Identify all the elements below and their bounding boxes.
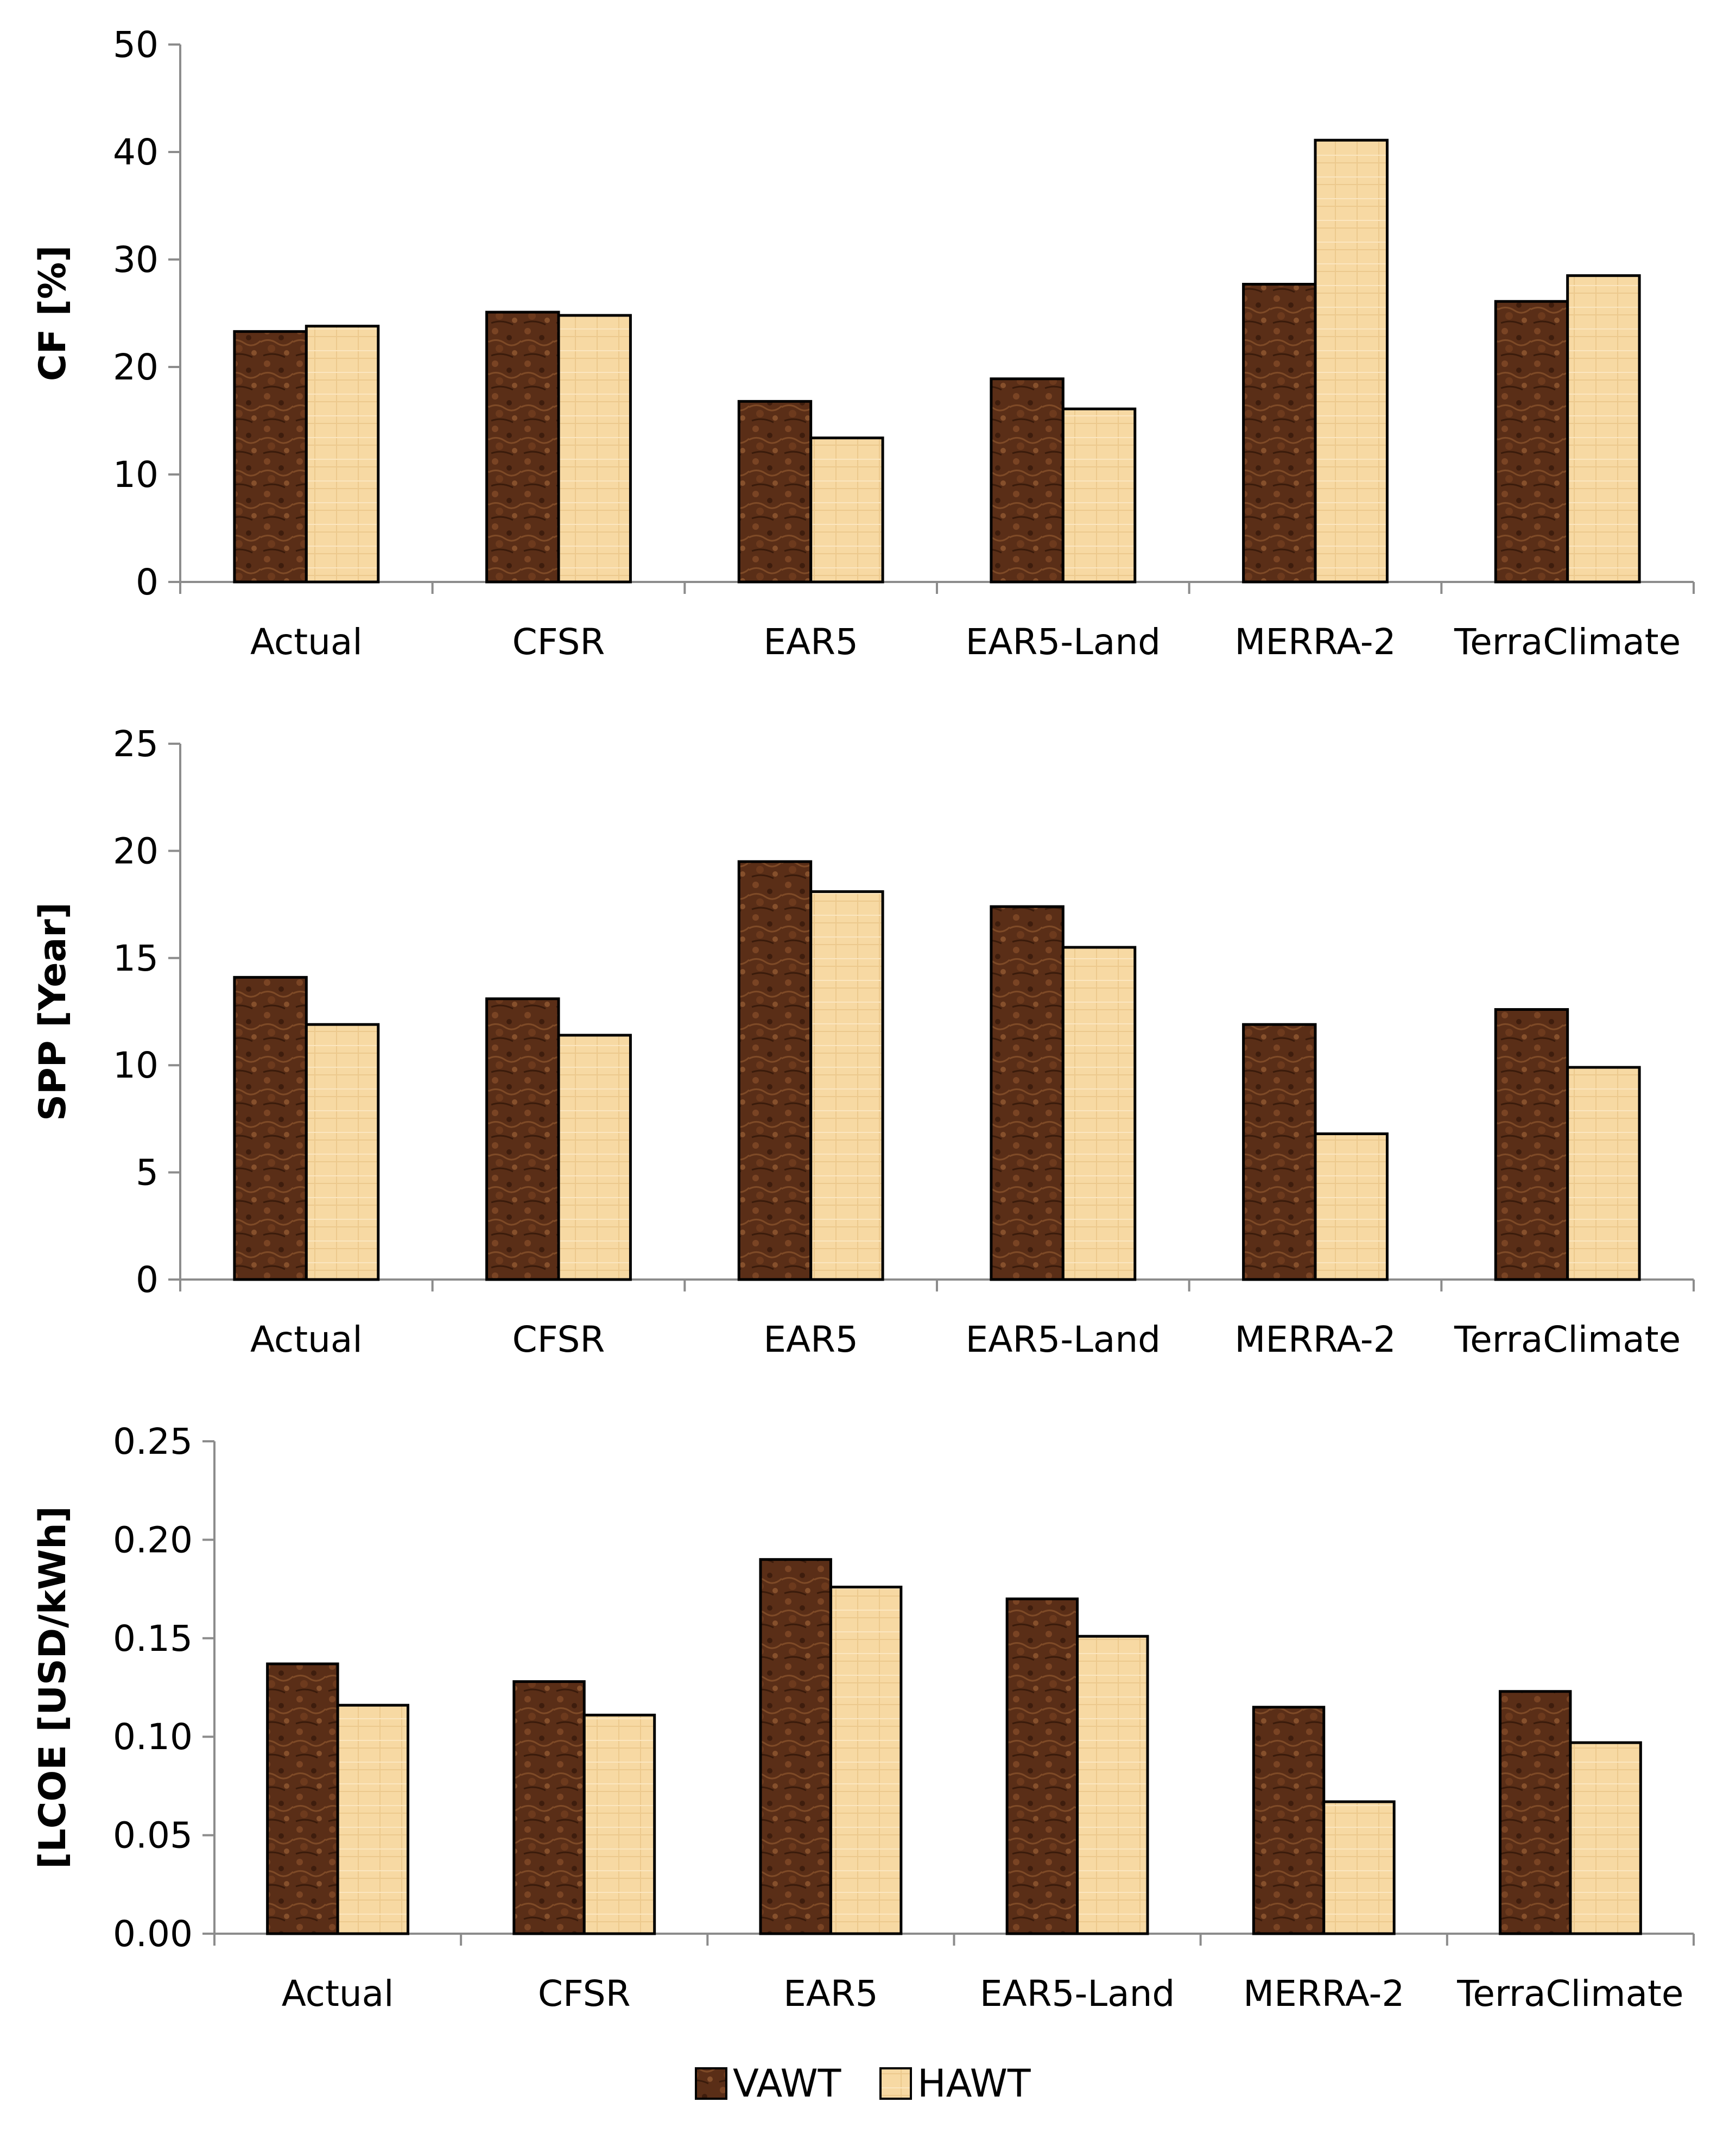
- x-tick-label: EAR5: [763, 621, 858, 663]
- bar-vawt-ear5: [759, 1558, 832, 1935]
- y-tick-label: 50: [113, 24, 159, 66]
- y-tick-label: 20: [113, 346, 159, 388]
- bar-vawt-ear5-land: [1005, 1597, 1079, 1935]
- legend-swatch-vawt: [695, 2067, 727, 2100]
- bar-vawt-actual: [233, 976, 308, 1281]
- bar-hawt-actual: [305, 1023, 380, 1281]
- legend: VAWT HAWT: [695, 2061, 1031, 2106]
- bar-vawt-actual: [266, 1662, 339, 1935]
- y-tick-label: 5: [136, 1152, 159, 1194]
- bar-hawt-cfsr: [557, 1034, 632, 1281]
- bar-hawt-terraclimate: [1566, 1066, 1641, 1281]
- legend-label-vawt: VAWT: [733, 2061, 841, 2106]
- x-tick-label: Actual: [282, 1973, 394, 2015]
- cf-chart: 0 10 20 30 40 50 CF [%] Actual CFSR EAR5 EAR5-Land…: [31, 24, 1695, 663]
- y-tick-label: 0.05: [113, 1815, 193, 1857]
- y-tick-label: 15: [113, 938, 159, 979]
- bar-hawt-cfsr: [582, 1713, 656, 1935]
- bar-hawt-actual: [336, 1704, 410, 1935]
- spp-chart: 0 5 10 15 20 25 SPP [Year] Actual CFSR EAR5 EAR5-L…: [31, 723, 1695, 1360]
- bar-vawt-ear5-land: [990, 377, 1065, 584]
- x-tick-label: EAR5: [783, 1973, 878, 2015]
- bar-vawt-ear5: [737, 400, 813, 584]
- y-tick-label: 10: [113, 1044, 159, 1086]
- bar-hawt-ear5-land: [1076, 1635, 1149, 1935]
- x-tick-label: EAR5-Land: [980, 1973, 1175, 2015]
- bar-vawt-terraclimate: [1494, 1008, 1569, 1281]
- bar-vawt-merra-2: [1242, 283, 1317, 584]
- bar-vawt-actual: [233, 330, 308, 584]
- y-tick-label: 40: [113, 131, 159, 173]
- y-tick-label: 20: [113, 830, 159, 872]
- bar-hawt-ear5: [809, 890, 884, 1281]
- y-tick-label: 30: [113, 239, 159, 281]
- y-axis-title: CF [%]: [31, 245, 74, 381]
- lcoe-chart: 0.00 0.05 0.10 0.15 0.20 0.25 [LCOE [USD/kWh] A…: [31, 1421, 1695, 2015]
- bar-vawt-cfsr: [485, 311, 560, 584]
- bar-hawt-terraclimate: [1569, 1741, 1642, 1935]
- x-tick-label: MERRA-2: [1234, 1319, 1396, 1360]
- x-tick-label: MERRA-2: [1243, 1973, 1404, 2015]
- y-tick-label: 0.10: [113, 1716, 193, 1758]
- y-tick-label: 0: [136, 1259, 159, 1301]
- x-tick-label: CFSR: [512, 621, 605, 663]
- bar-hawt-terraclimate: [1566, 274, 1641, 584]
- y-axis-title: [LCOE [USD/kWh]: [31, 1506, 74, 1869]
- x-tick-label: TerraClimate: [1454, 621, 1681, 663]
- x-tick-label: EAR5: [763, 1319, 858, 1360]
- bar-hawt-cfsr: [557, 314, 632, 584]
- x-tick-label: Actual: [250, 621, 363, 663]
- x-tick-label: EAR5-Land: [966, 1319, 1161, 1360]
- bar-hawt-merra-2: [1314, 1132, 1389, 1281]
- bar-hawt-ear5-land: [1061, 946, 1137, 1281]
- x-tick-label: EAR5-Land: [966, 621, 1161, 663]
- x-tick-label: TerraClimate: [1456, 1973, 1683, 2015]
- bar-hawt-actual: [305, 325, 380, 584]
- y-tick-label: 0.15: [113, 1618, 193, 1660]
- bar-vawt-cfsr: [485, 997, 560, 1281]
- bar-vawt-terraclimate: [1494, 300, 1569, 584]
- x-tick-label: TerraClimate: [1454, 1319, 1681, 1360]
- bar-hawt-ear5: [829, 1585, 903, 1935]
- y-tick-label: 0.25: [113, 1421, 193, 1462]
- y-tick-label: 25: [113, 723, 159, 765]
- x-tick-label: CFSR: [512, 1319, 605, 1360]
- y-tick-label: 0: [136, 561, 159, 603]
- bar-vawt-terraclimate: [1498, 1690, 1572, 1935]
- x-tick-label: MERRA-2: [1234, 621, 1396, 663]
- y-tick-label: 0.20: [113, 1519, 193, 1561]
- bar-vawt-ear5: [737, 860, 813, 1281]
- legend-label-hawt: HAWT: [917, 2061, 1031, 2106]
- bar-vawt-cfsr: [512, 1680, 586, 1935]
- y-axis-title: SPP [Year]: [31, 902, 74, 1121]
- bar-vawt-ear5-land: [990, 905, 1065, 1281]
- bar-hawt-ear5: [809, 436, 884, 584]
- bar-hawt-merra-2: [1314, 138, 1389, 584]
- bar-hawt-merra-2: [1322, 1800, 1396, 1935]
- bar-vawt-merra-2: [1242, 1023, 1317, 1281]
- y-tick-label: 10: [113, 454, 159, 496]
- x-tick-label: Actual: [250, 1319, 363, 1360]
- legend-swatch-hawt: [879, 2067, 912, 2100]
- x-tick-label: CFSR: [538, 1973, 631, 2015]
- y-tick-label: 0.00: [113, 1913, 193, 1955]
- bar-hawt-ear5-land: [1061, 407, 1137, 584]
- bar-vawt-merra-2: [1252, 1706, 1326, 1935]
